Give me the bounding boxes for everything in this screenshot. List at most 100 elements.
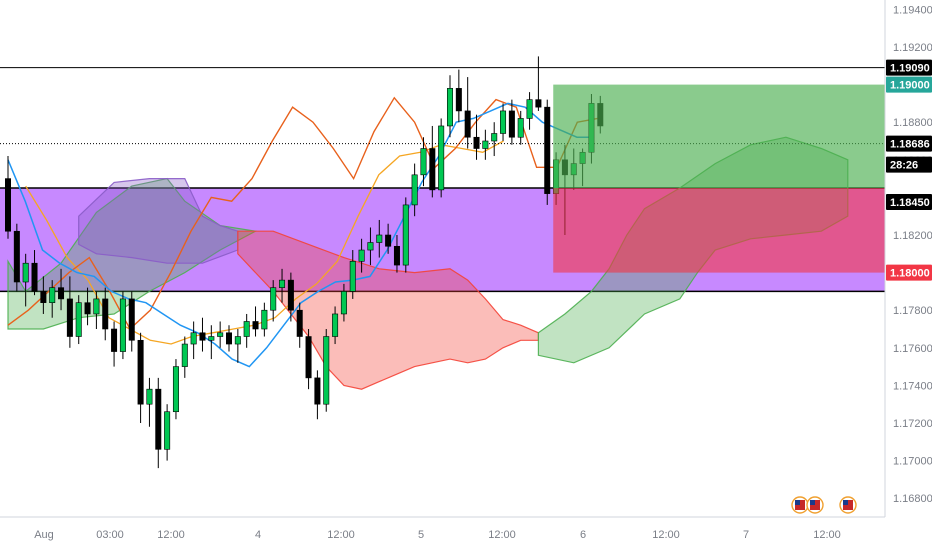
price-badge-bg xyxy=(886,194,932,210)
price-badge-text: 28:26 xyxy=(890,160,918,172)
candle-body xyxy=(279,279,286,288)
candle-body xyxy=(340,291,347,315)
candle-body xyxy=(31,262,38,292)
candle-body xyxy=(199,332,206,341)
candle-body xyxy=(270,287,277,311)
candle-body xyxy=(190,332,197,345)
candle-body xyxy=(358,249,365,262)
price-badge-bg xyxy=(886,264,932,281)
horizontal-levels-layer xyxy=(0,67,885,145)
candle-body xyxy=(84,302,91,315)
candle-body xyxy=(287,279,294,311)
candle-body xyxy=(411,174,418,206)
price-badge-text: 1.19090 xyxy=(890,63,930,75)
candle-body xyxy=(58,287,65,300)
candle-body xyxy=(49,287,56,303)
tenkan-sen-line xyxy=(7,102,595,368)
candle-body xyxy=(517,118,524,138)
candle-body xyxy=(102,298,109,330)
candle-body xyxy=(252,321,259,330)
candle-body xyxy=(40,291,47,303)
time-tick-label: Aug xyxy=(34,529,54,541)
candle-body xyxy=(208,336,215,341)
candle-body xyxy=(332,313,339,337)
price-tick-label: 1.18800 xyxy=(893,117,932,129)
take-profit-area[interactable] xyxy=(553,84,885,188)
price-axis[interactable]: 1.194001.192001.188001.186001.182001.178… xyxy=(884,0,932,550)
price-tick-label: 1.19400 xyxy=(893,4,932,16)
price-badge[interactable]: 1.18000 xyxy=(886,264,932,281)
candle-body xyxy=(491,133,498,142)
candle-body xyxy=(137,339,144,405)
flag-canton xyxy=(795,500,800,505)
price-badge-text: 1.19000 xyxy=(890,80,930,92)
price-tick-label: 1.18200 xyxy=(893,230,932,242)
candle-body xyxy=(75,302,82,337)
candle-body xyxy=(429,148,436,191)
price-badge[interactable]: 1.19000 xyxy=(886,76,932,93)
candle-body xyxy=(535,99,542,108)
candle-body xyxy=(500,110,507,134)
time-tick-label: 5 xyxy=(418,529,424,541)
price-tick-label: 1.17600 xyxy=(893,343,932,355)
candle-body xyxy=(526,99,533,119)
candle-body xyxy=(217,332,224,337)
price-badge-bg xyxy=(886,156,932,173)
price-badge-bg xyxy=(886,76,932,93)
candle-body xyxy=(172,366,179,413)
candle-body xyxy=(464,110,471,138)
time-tick-label: 12:00 xyxy=(327,529,355,541)
price-badge-bg xyxy=(886,59,932,76)
candle-body xyxy=(305,336,312,379)
time-tick-label: 12:00 xyxy=(652,529,680,541)
time-tick-label: 03:00 xyxy=(96,529,124,541)
cloud-red-mid xyxy=(237,230,540,390)
candle-body xyxy=(93,298,100,315)
time-tick-label: 12:00 xyxy=(157,529,185,541)
flag-canton xyxy=(843,500,848,505)
time-tick-label: 4 xyxy=(255,529,261,541)
candle-body xyxy=(181,343,188,367)
candle-body xyxy=(243,321,250,337)
candle-body xyxy=(155,388,162,450)
us-event-flag-3[interactable] xyxy=(839,496,857,514)
candle-body xyxy=(455,88,462,112)
candle-body xyxy=(393,245,400,266)
price-badge[interactable]: 1.19090 xyxy=(886,59,932,76)
candle-body xyxy=(367,242,374,251)
candle-body xyxy=(402,204,409,266)
price-badge[interactable]: 1.18450 xyxy=(886,194,932,210)
stop-loss-area[interactable] xyxy=(553,188,885,273)
candle-body xyxy=(508,110,515,138)
candle-body xyxy=(544,106,551,194)
time-tick-label: 12:00 xyxy=(813,529,841,541)
candle-body xyxy=(314,377,321,405)
price-tick-label: 1.19200 xyxy=(893,42,932,54)
candle-body xyxy=(226,332,233,345)
candle-body xyxy=(164,411,171,450)
candle-body xyxy=(261,309,268,330)
candle-body xyxy=(385,234,392,247)
candle-body xyxy=(473,136,480,149)
us-event-flag-1[interactable] xyxy=(791,496,809,514)
candle-body xyxy=(5,178,12,232)
candle-body xyxy=(119,298,126,352)
time-tick-label: 7 xyxy=(743,529,749,541)
us-event-flag-2[interactable] xyxy=(806,496,824,514)
price-badge[interactable]: 1.18686 xyxy=(886,135,932,152)
price-tick-label: 1.17400 xyxy=(893,380,932,392)
candle-body xyxy=(323,336,330,405)
economic-events-layer xyxy=(791,496,857,514)
flag-canton xyxy=(810,500,815,505)
candle-body xyxy=(22,262,29,283)
price-tick-label: 1.17800 xyxy=(893,305,932,317)
time-tick-label: 6 xyxy=(580,529,586,541)
candle-body xyxy=(349,261,356,292)
candle-body xyxy=(13,230,20,283)
candle-body xyxy=(128,298,135,341)
price-badge[interactable]: 28:26 xyxy=(886,156,932,173)
candle-body xyxy=(146,388,153,405)
time-axis[interactable]: Aug 03:00 12:00 4 12:00 5 12:00 6 12:00 7 12:00 xyxy=(0,516,885,541)
